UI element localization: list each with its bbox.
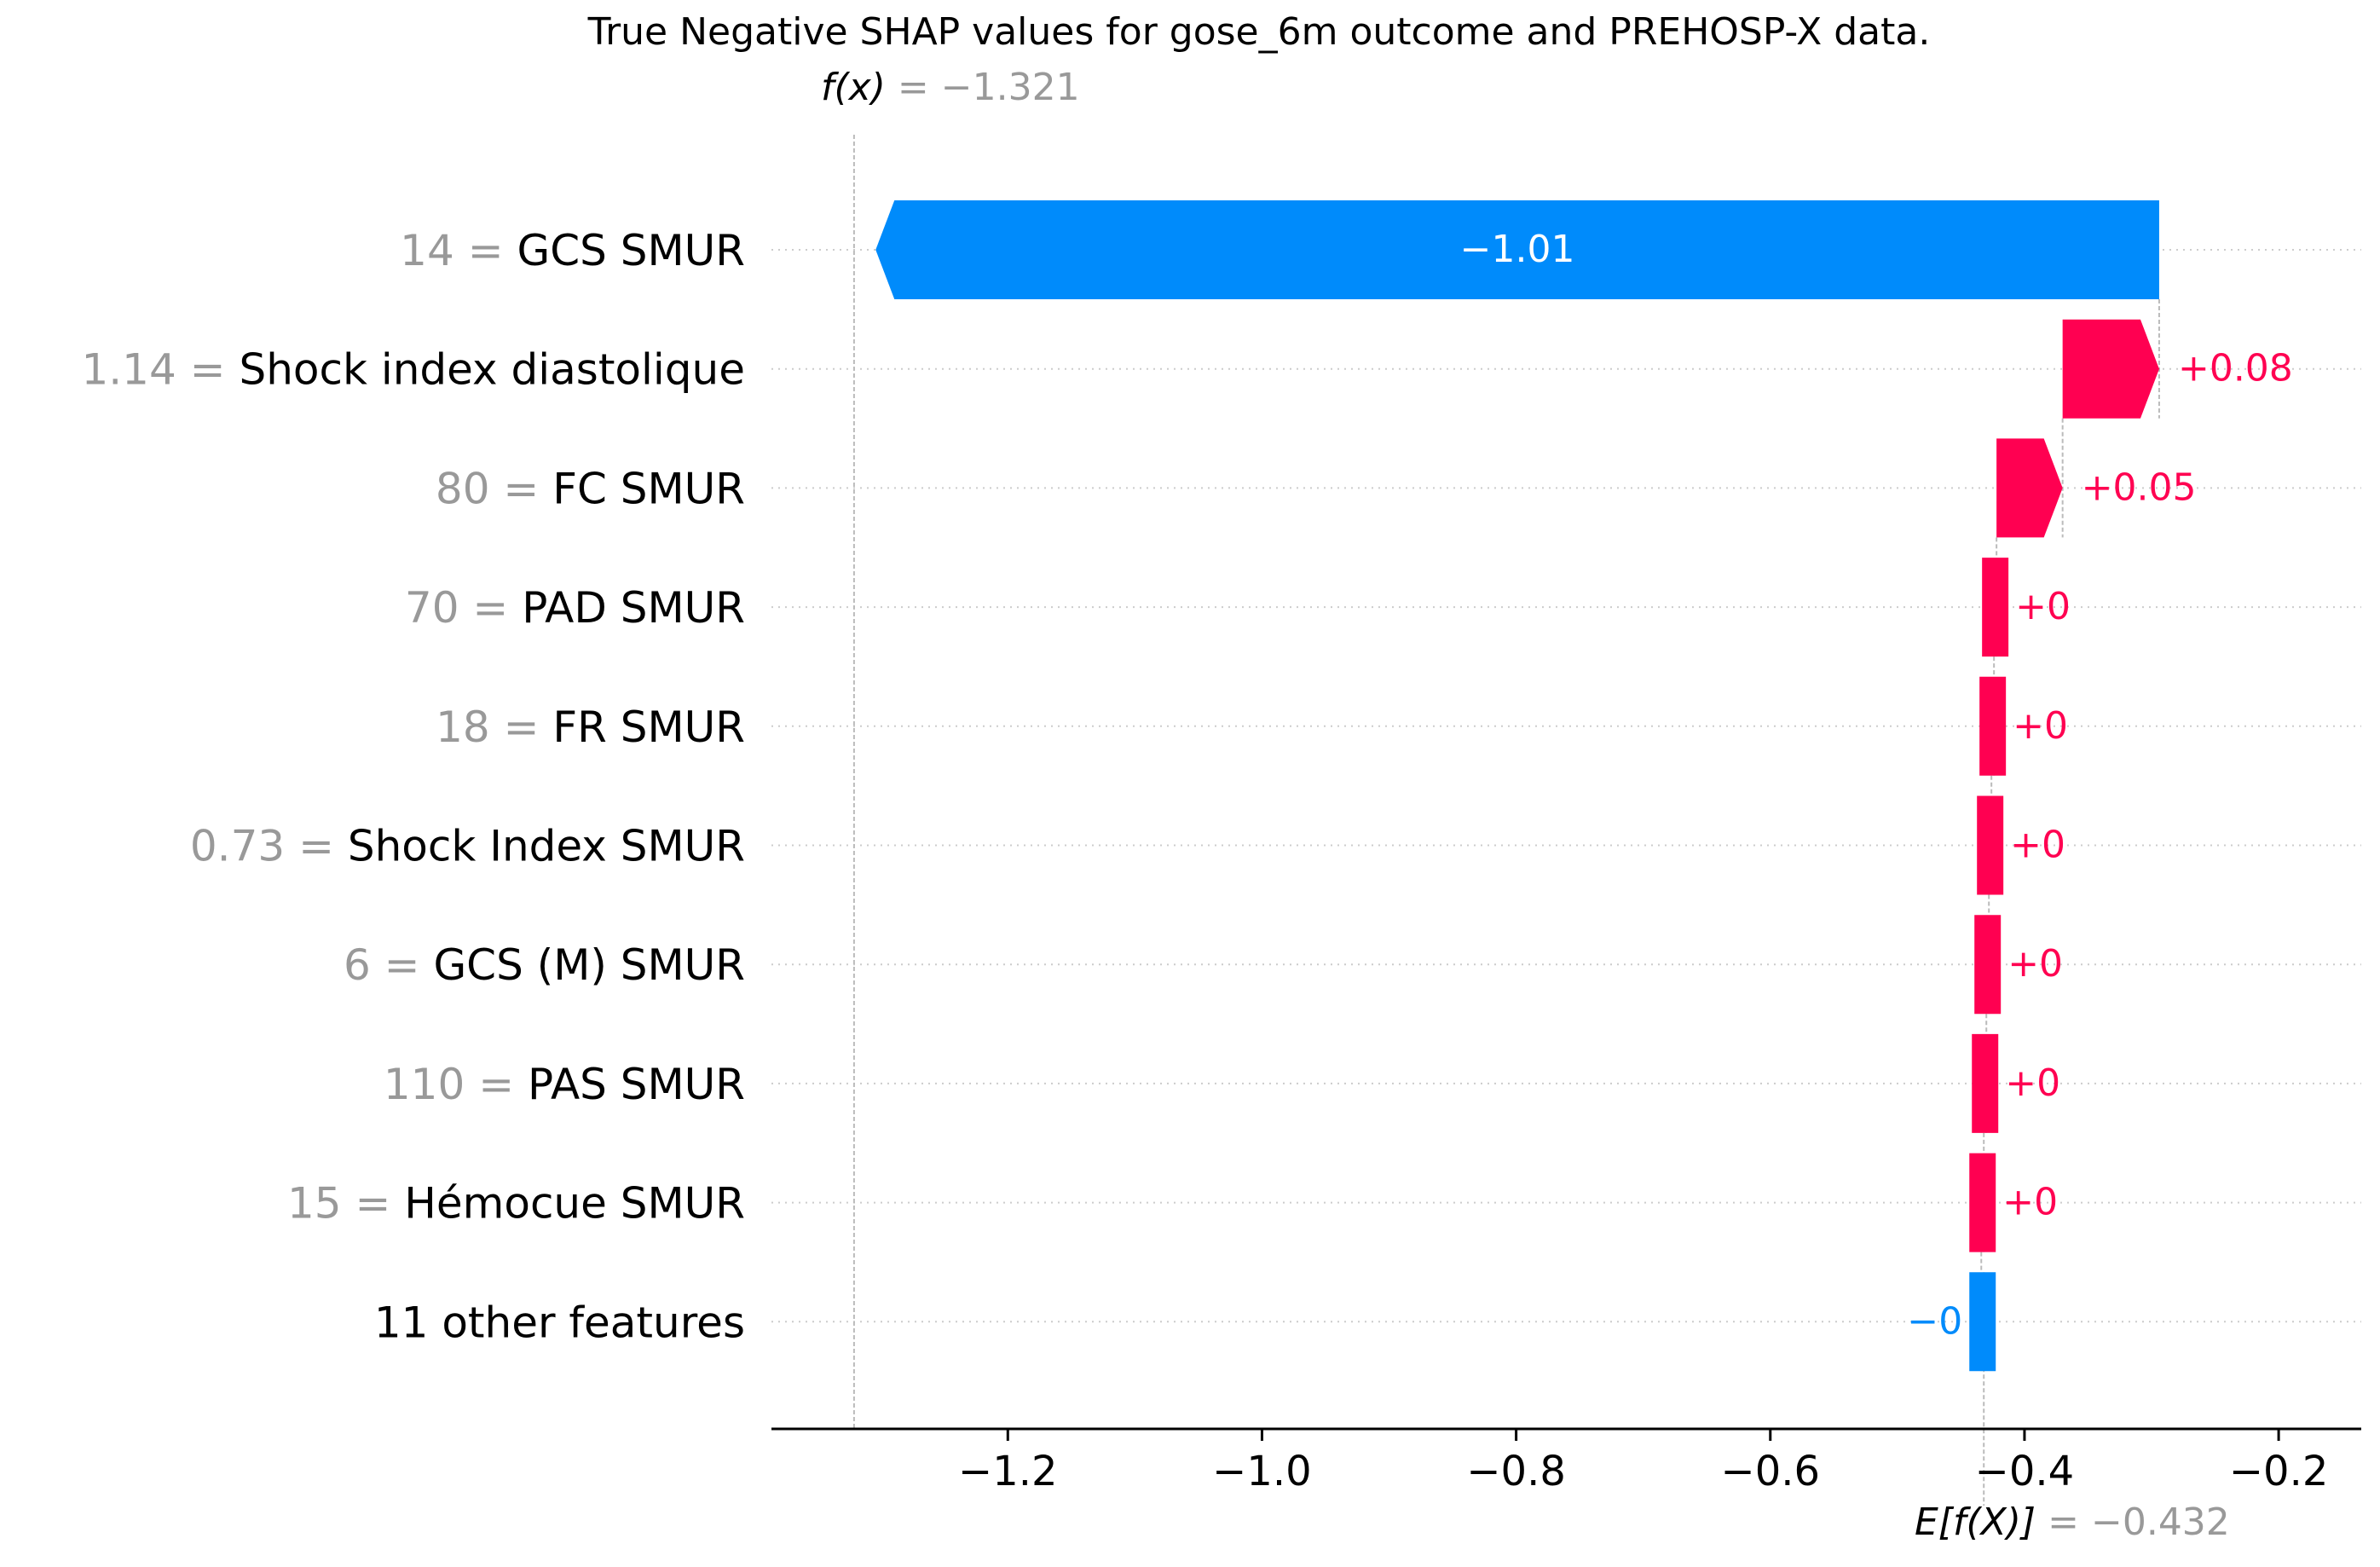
bar-value-label: +0 bbox=[2002, 1181, 2058, 1224]
feature-name: Shock Index SMUR bbox=[348, 822, 745, 871]
x-tick-label: −1.0 bbox=[1212, 1448, 1312, 1495]
bar-value-label: +0 bbox=[2010, 824, 2065, 867]
fx-equals: = bbox=[898, 66, 941, 109]
bar-value-label: −0 bbox=[1907, 1299, 1962, 1343]
feature-label: 11 other features bbox=[374, 1298, 745, 1347]
bar-gcs-m-smur bbox=[1974, 915, 2002, 1015]
bar-value-label: +0.08 bbox=[2178, 347, 2293, 390]
feature-value: 80 = bbox=[436, 464, 552, 513]
x-tick-label: −0.6 bbox=[1720, 1448, 1820, 1495]
feature-name: Hémocue SMUR bbox=[404, 1179, 745, 1229]
x-tick-label: −1.2 bbox=[958, 1448, 1058, 1495]
feature-name: GCS SMUR bbox=[517, 226, 745, 275]
annotations: True Negative SHAP values for gose_6m ou… bbox=[587, 10, 2230, 1544]
ex-equals: = bbox=[2048, 1501, 2091, 1544]
feature-label: 80 = FC SMUR bbox=[436, 464, 745, 513]
bar-shock-index-diastolique bbox=[2062, 319, 2159, 419]
x-tick-label: −0.8 bbox=[1466, 1448, 1566, 1495]
bar-value-label: +0 bbox=[2013, 704, 2068, 748]
bars bbox=[875, 200, 2159, 1372]
feature-name: FR SMUR bbox=[552, 703, 745, 752]
feature-label: 15 = Hémocue SMUR bbox=[287, 1179, 745, 1229]
x-tick-label: −0.2 bbox=[2229, 1448, 2329, 1495]
feature-name: FC SMUR bbox=[552, 464, 745, 513]
ex-value: −0.432 bbox=[2091, 1501, 2230, 1544]
bar-value-labels: −1.01 +0.08 +0.05 +0 +0 +0 +0 +0 +0 −0 bbox=[1460, 228, 2293, 1343]
x-axis: −1.2 −1.0 −0.8 −0.6 −0.4 −0.2 bbox=[771, 1427, 2361, 1495]
bar-shock-index-smur bbox=[1977, 795, 2004, 895]
bar-value-label: +0 bbox=[2005, 1061, 2060, 1105]
bar-pad-smur bbox=[1982, 558, 2009, 657]
feature-value: 14 = bbox=[400, 226, 517, 275]
feature-value: 18 = bbox=[436, 703, 552, 752]
feature-name: Shock index diastolique bbox=[239, 345, 745, 395]
feature-label: 18 = FR SMUR bbox=[436, 703, 745, 752]
feature-name: PAD SMUR bbox=[522, 583, 745, 633]
feature-value: 110 = bbox=[384, 1060, 528, 1109]
feature-name: 11 other features bbox=[374, 1298, 745, 1347]
bar-fr-smur bbox=[1979, 676, 2007, 776]
bar-value-label: −1.01 bbox=[1460, 228, 1575, 271]
feature-name: GCS (M) SMUR bbox=[433, 940, 745, 990]
feature-label: 14 = GCS SMUR bbox=[400, 226, 745, 275]
feature-value: 15 = bbox=[287, 1179, 404, 1229]
ex-annotation: E[f(X)] = −0.432 bbox=[1915, 1501, 2230, 1544]
bar-value-label: +0 bbox=[2015, 585, 2071, 628]
bar-h-mocue-smur bbox=[1969, 1153, 1996, 1252]
bar-value-label: +0 bbox=[2007, 942, 2063, 986]
fx-label: f(x) bbox=[821, 66, 886, 109]
feature-label: 70 = PAD SMUR bbox=[405, 583, 745, 633]
feature-value: 6 = bbox=[344, 940, 434, 990]
guide-lines bbox=[852, 135, 2160, 1506]
feature-name: PAS SMUR bbox=[528, 1060, 745, 1109]
feature-value: 0.73 = bbox=[190, 822, 348, 871]
bar-gcs-smur bbox=[875, 200, 2159, 299]
fx-annotation: f(x) = −1.321 bbox=[821, 66, 1080, 109]
bar-fc-smur bbox=[1996, 438, 2063, 538]
feature-value: 1.14 = bbox=[81, 345, 239, 395]
feature-value: 70 = bbox=[405, 583, 522, 633]
feature-label: 0.73 = Shock Index SMUR bbox=[190, 822, 745, 871]
feature-label: 6 = GCS (M) SMUR bbox=[344, 940, 745, 990]
bar-value-label: +0.05 bbox=[2082, 465, 2197, 509]
feature-label: 110 = PAS SMUR bbox=[384, 1060, 745, 1109]
feature-label: 1.14 = Shock index diastolique bbox=[81, 345, 745, 395]
chart-title: True Negative SHAP values for gose_6m ou… bbox=[587, 10, 1931, 54]
x-tick-label: −0.4 bbox=[1975, 1448, 2075, 1495]
bar-pas-smur bbox=[1972, 1033, 1999, 1133]
bar-11-other-features bbox=[1969, 1272, 1996, 1372]
ex-label: E[f(X)] bbox=[1915, 1501, 2036, 1544]
feature-labels: 14 = GCS SMUR 1.14 = Shock index diastoli… bbox=[81, 226, 745, 1347]
fx-value: −1.321 bbox=[941, 66, 1080, 109]
